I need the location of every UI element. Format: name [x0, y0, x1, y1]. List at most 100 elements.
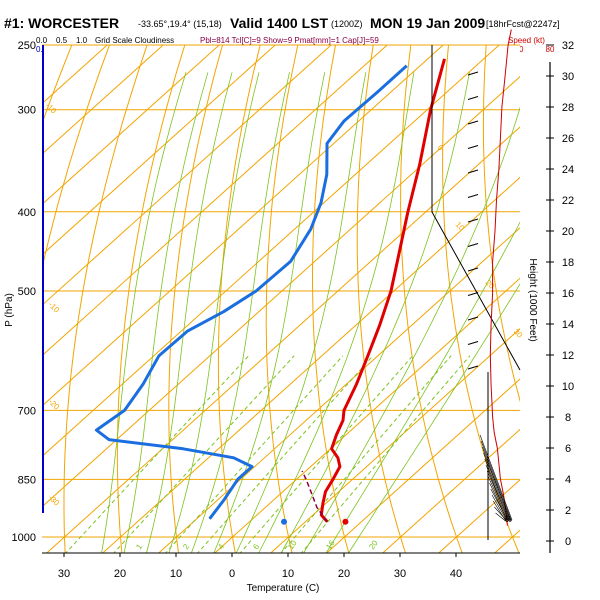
wind-barb — [467, 120, 479, 125]
temperature-tick-label: 30 — [58, 568, 70, 580]
wind-barb-fan-line — [484, 458, 511, 522]
cloud-water-tick: 0.0 — [36, 45, 48, 54]
height-tick-label: 16 — [562, 288, 574, 300]
moist-adiabat-line — [213, 72, 326, 553]
moist-adiabat-line — [146, 72, 233, 553]
mixing-ratio-line — [300, 355, 471, 553]
moist-adiabat-line — [348, 283, 520, 553]
wind-panel — [467, 29, 513, 540]
dry-adiabat-lines — [42, 45, 520, 553]
isotherm-line — [269, 327, 520, 553]
dry-adiabat-line — [63, 45, 148, 553]
mixing-ratio-line — [65, 355, 250, 553]
speed-tick: 80 — [546, 45, 555, 54]
temperature-axis-title: Temperature (C) — [247, 583, 320, 594]
wind-barb — [467, 169, 479, 174]
pressure-tick-label: 700 — [18, 405, 36, 417]
isotherm-line — [101, 176, 520, 553]
wind-barb — [467, 292, 479, 296]
height-tick-label: 4 — [565, 474, 571, 486]
wind-barb-fan-line — [490, 488, 508, 521]
grid-scale-tick: 1.0 — [76, 36, 88, 45]
wind-barb-fan-line — [486, 470, 510, 521]
isotherm-line — [42, 45, 444, 407]
wind-barb — [467, 71, 479, 76]
moist-adiabat-line — [123, 72, 209, 553]
moist-adiabat-line — [303, 106, 520, 553]
isotherm-line — [42, 45, 276, 256]
temperature-line — [319, 58, 446, 523]
wind-barb-fan-line — [488, 476, 509, 522]
dewpoint-line — [94, 64, 408, 520]
isotherm-line — [213, 277, 520, 553]
height-tick-label: 10 — [562, 381, 574, 393]
height-tick-label: 6 — [565, 443, 571, 455]
temperature-tick-label: 40 — [450, 568, 462, 580]
pressure-axis: 250 300 400 500 700 850 1000 P (hPa) — [4, 40, 36, 544]
parcel-line — [301, 470, 328, 523]
wind-barb-fan-line — [494, 506, 507, 521]
height-tick-label: 2 — [565, 505, 571, 517]
wind-barb — [467, 218, 479, 223]
wind-panel-border — [431, 45, 521, 371]
station-coords: -33.65°,19.4° (15,18) — [138, 19, 222, 29]
stability-indices: Pbl=814 Tcl[C]=9 Show=9 Pmat[mm]=1 Cap[J… — [200, 36, 379, 45]
dewpoint-series — [94, 64, 408, 520]
wind-barb-fan-line — [495, 512, 506, 522]
utc-time: (1200Z) — [331, 19, 363, 29]
wind-barb-fan-line — [491, 494, 508, 522]
mixing-ratio-line — [197, 355, 374, 553]
mixing-ratio-label: 4 — [216, 542, 226, 551]
isotherm-line — [381, 428, 520, 553]
height-tick-label: 26 — [562, 133, 574, 145]
station-title: #1: WORCESTER — [4, 15, 119, 31]
height-tick-label: 20 — [562, 226, 574, 238]
dry-adiabat-line — [400, 45, 463, 553]
dry-adiabat-line — [442, 45, 520, 553]
wind-barb — [467, 243, 479, 247]
height-tick-label: 0 — [565, 536, 571, 548]
height-tick-label: 30 — [562, 71, 574, 83]
speed-label: Speed (kt) — [508, 36, 545, 45]
temperature-tick-label: 20 — [114, 568, 126, 580]
mixing-ratio-label: 6 — [251, 542, 261, 551]
height-tick-label: 12 — [562, 350, 574, 362]
temperature-tick-label: 0 — [229, 568, 235, 580]
pressure-tick-label: 300 — [18, 105, 36, 117]
wind-barb — [467, 316, 479, 321]
isotherm-line — [325, 378, 520, 553]
mixing-ratio-line — [164, 355, 344, 553]
mixing-ratio-label: 1 — [134, 542, 144, 551]
temperature-tick-label: 20 — [338, 568, 350, 580]
temperature-tick-label: 10 — [170, 568, 182, 580]
grid-scale-tick: 0.5 — [56, 36, 68, 45]
parcel-series — [301, 470, 328, 523]
moist-adiabat-line — [280, 72, 470, 553]
dry-adiabat-line — [42, 45, 111, 271]
isobar-lines — [42, 44, 520, 538]
wind-barb — [467, 267, 479, 272]
pressure-tick-label: 400 — [18, 207, 36, 219]
isotherm-line — [42, 45, 332, 306]
dry-adiabat-line — [356, 45, 407, 553]
height-tick-label: 22 — [562, 195, 574, 207]
wind-barb — [467, 341, 479, 345]
height-axis-title: Height (1000 Feet) — [527, 258, 538, 341]
pressure-tick-label: 250 — [18, 40, 36, 52]
dry-adiabat-line — [116, 45, 186, 553]
wind-panel-divider — [431, 45, 521, 371]
temperature-axis: 30 20 10 0 10 20 30 40 Temperature (C) — [42, 552, 520, 594]
wind-barb — [467, 194, 479, 198]
surface-temperature-point — [342, 518, 349, 525]
surface-dewpoint-point — [281, 518, 288, 525]
grid-scale-label: Grid Scale Cloudiness — [95, 36, 174, 45]
moist-adiabat-line — [235, 72, 367, 553]
dry-adiabat-line — [482, 45, 520, 403]
moist-adiabat-line — [258, 72, 415, 553]
plot-background — [42, 45, 520, 553]
wind-barb — [467, 96, 479, 100]
isotherm-line — [42, 45, 388, 357]
